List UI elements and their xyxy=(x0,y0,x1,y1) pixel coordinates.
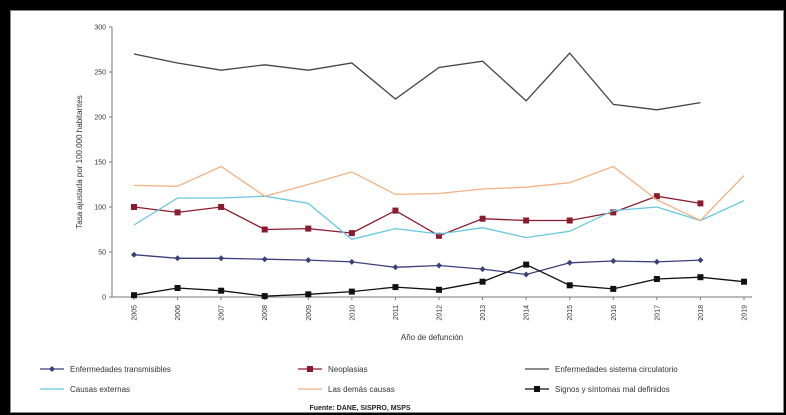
data-point xyxy=(479,215,486,222)
series-line-3 xyxy=(133,52,701,111)
data-point xyxy=(566,282,573,289)
data-point xyxy=(392,284,399,291)
data-point xyxy=(479,266,486,273)
legend-marker xyxy=(307,366,313,372)
data-point xyxy=(566,217,573,224)
x-tick-label: 2017 xyxy=(654,305,661,321)
y-tick-label: 50 xyxy=(98,250,106,257)
legend-marker xyxy=(534,386,540,392)
data-point xyxy=(218,204,225,210)
series-line-2 xyxy=(133,195,701,237)
data-point xyxy=(174,255,181,262)
y-tick-label: 150 xyxy=(94,160,106,167)
data-point xyxy=(697,274,704,281)
data-point xyxy=(653,193,660,200)
legend-label: Causas externas xyxy=(70,385,130,394)
data-point xyxy=(305,257,312,264)
x-tick-label: 2005 xyxy=(132,305,139,321)
data-point xyxy=(131,251,137,258)
data-point xyxy=(218,255,225,262)
x-tick-label: 2015 xyxy=(567,305,574,321)
legend-label: Signos y síntomas mal definidos xyxy=(555,385,670,394)
x-tick-label: 2012 xyxy=(437,305,444,321)
data-point xyxy=(305,291,312,298)
data-point xyxy=(261,226,268,233)
series-line-1 xyxy=(133,254,701,276)
legend-label: Neoplasias xyxy=(328,365,368,374)
x-tick-label: 2010 xyxy=(349,305,356,321)
x-tick-label: 2013 xyxy=(480,305,487,321)
data-point xyxy=(436,262,442,269)
data-point xyxy=(479,278,486,285)
data-point xyxy=(436,286,442,293)
y-tick-label: 100 xyxy=(94,205,106,212)
legend-marker xyxy=(49,366,55,372)
data-point xyxy=(131,204,137,210)
data-point xyxy=(697,257,704,264)
legend-label: Las demás causas xyxy=(328,385,395,394)
x-tick-label: 2007 xyxy=(219,305,226,321)
x-tick-label: 2019 xyxy=(742,305,749,321)
data-point xyxy=(348,230,355,237)
data-point xyxy=(174,209,181,216)
data-point xyxy=(436,232,442,239)
data-point xyxy=(610,285,617,292)
data-point xyxy=(348,288,355,295)
data-point xyxy=(218,287,225,294)
x-tick-label: 2018 xyxy=(698,305,705,321)
x-tick-label: 2006 xyxy=(175,305,182,321)
data-point xyxy=(348,258,355,265)
data-point xyxy=(610,258,617,264)
source-note: Fuente: DANE, SISPRO, MSPS xyxy=(309,405,410,412)
x-tick-label: 2014 xyxy=(524,305,531,321)
legend-label: Enfermedades sistema circulatorio xyxy=(555,365,678,374)
data-point xyxy=(392,264,399,271)
y-tick-label: 250 xyxy=(94,70,106,77)
data-point xyxy=(523,217,530,224)
data-point xyxy=(697,200,704,207)
data-point xyxy=(741,278,747,285)
x-tick-label: 2016 xyxy=(611,305,618,321)
series-line-4 xyxy=(133,195,745,241)
data-point xyxy=(392,207,399,214)
series-line-5 xyxy=(133,165,745,222)
x-tick-label: 2011 xyxy=(393,305,400,320)
data-point xyxy=(610,209,617,216)
y-tick-label: 300 xyxy=(94,25,106,32)
data-point xyxy=(174,285,181,291)
data-point xyxy=(261,293,268,300)
data-point xyxy=(523,271,530,278)
legend-label: Enfermedades transmisibles xyxy=(70,365,171,374)
y-tick-label: 200 xyxy=(94,115,106,122)
y-tick-label: 0 xyxy=(102,295,106,302)
y-axis-label: Tasa ajustada por 100.000 habitantes xyxy=(75,95,84,228)
data-point xyxy=(305,225,312,232)
data-point xyxy=(523,261,530,268)
data-point xyxy=(653,276,660,282)
data-point xyxy=(653,258,660,265)
x-tick-label: 2009 xyxy=(306,305,313,321)
data-point xyxy=(261,256,268,263)
data-point xyxy=(566,259,573,266)
data-point xyxy=(131,292,137,299)
x-tick-label: 2008 xyxy=(262,305,269,321)
x-axis-label: Año de defunción xyxy=(401,333,463,342)
